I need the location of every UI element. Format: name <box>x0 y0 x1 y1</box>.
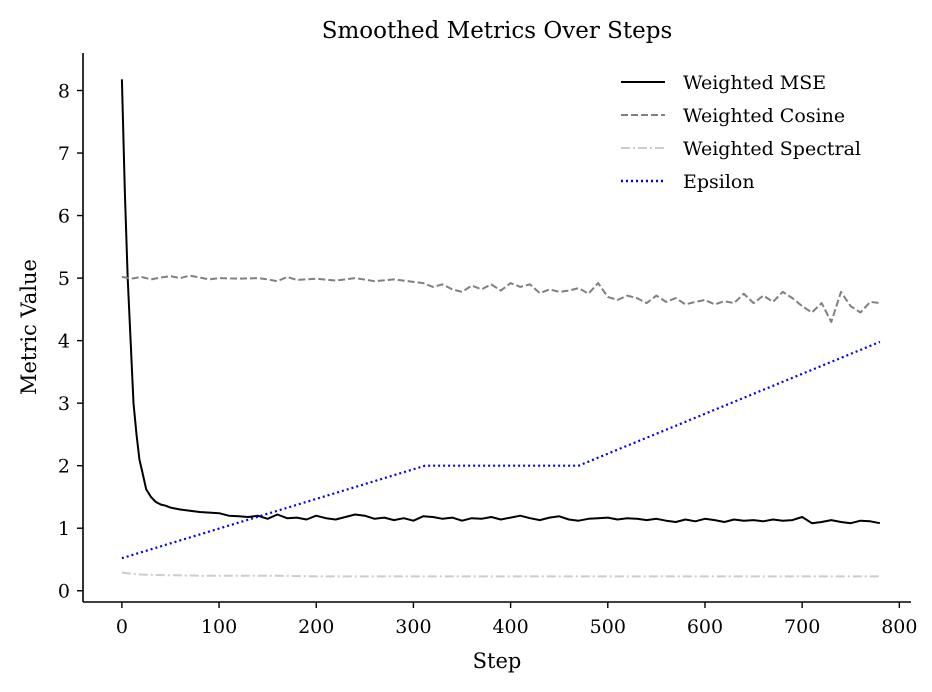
legend: Weighted MSE Weighted Cosine Weighted Spec… <box>621 72 861 193</box>
x-tick-label: 200 <box>298 616 334 638</box>
legend-label: Epsilon <box>683 171 755 193</box>
y-tick-label: 7 <box>58 143 70 165</box>
y-tick-label: 4 <box>58 331 70 353</box>
x-tick-label: 500 <box>590 616 626 638</box>
y-ticks: 0 1 2 3 4 5 6 7 8 <box>58 81 83 603</box>
y-tick-label: 5 <box>58 268 70 290</box>
x-tick-label: 600 <box>687 616 723 638</box>
y-tick-label: 0 <box>58 581 70 603</box>
x-tick-label: 0 <box>116 616 128 638</box>
x-ticks: 0 100 200 300 400 500 600 700 800 <box>116 602 917 638</box>
series-layer <box>120 79 881 578</box>
y-axis-label: Metric Value <box>17 259 41 395</box>
x-tick-label: 300 <box>395 616 431 638</box>
y-tick-label: 1 <box>58 518 70 540</box>
y-tick-label: 3 <box>58 393 70 415</box>
x-tick-label: 800 <box>881 616 917 638</box>
y-tick-label: 2 <box>58 456 70 478</box>
y-tick-label: 6 <box>58 206 70 228</box>
x-axis-label: Step <box>473 649 522 673</box>
series-line-epsilon <box>121 340 881 560</box>
series-line-weighted-mse <box>120 79 881 525</box>
legend-label: Weighted MSE <box>683 72 826 94</box>
legend-label: Weighted Spectral <box>683 138 861 160</box>
series-line-weighted-spectral <box>121 571 880 578</box>
x-tick-label: 400 <box>492 616 528 638</box>
chart-title: Smoothed Metrics Over Steps <box>322 18 673 44</box>
x-tick-label: 100 <box>201 616 237 638</box>
x-tick-label: 700 <box>784 616 820 638</box>
y-tick-label: 8 <box>58 81 70 103</box>
series-line-weighted-cosine <box>121 274 881 323</box>
legend-label: Weighted Cosine <box>683 105 845 127</box>
